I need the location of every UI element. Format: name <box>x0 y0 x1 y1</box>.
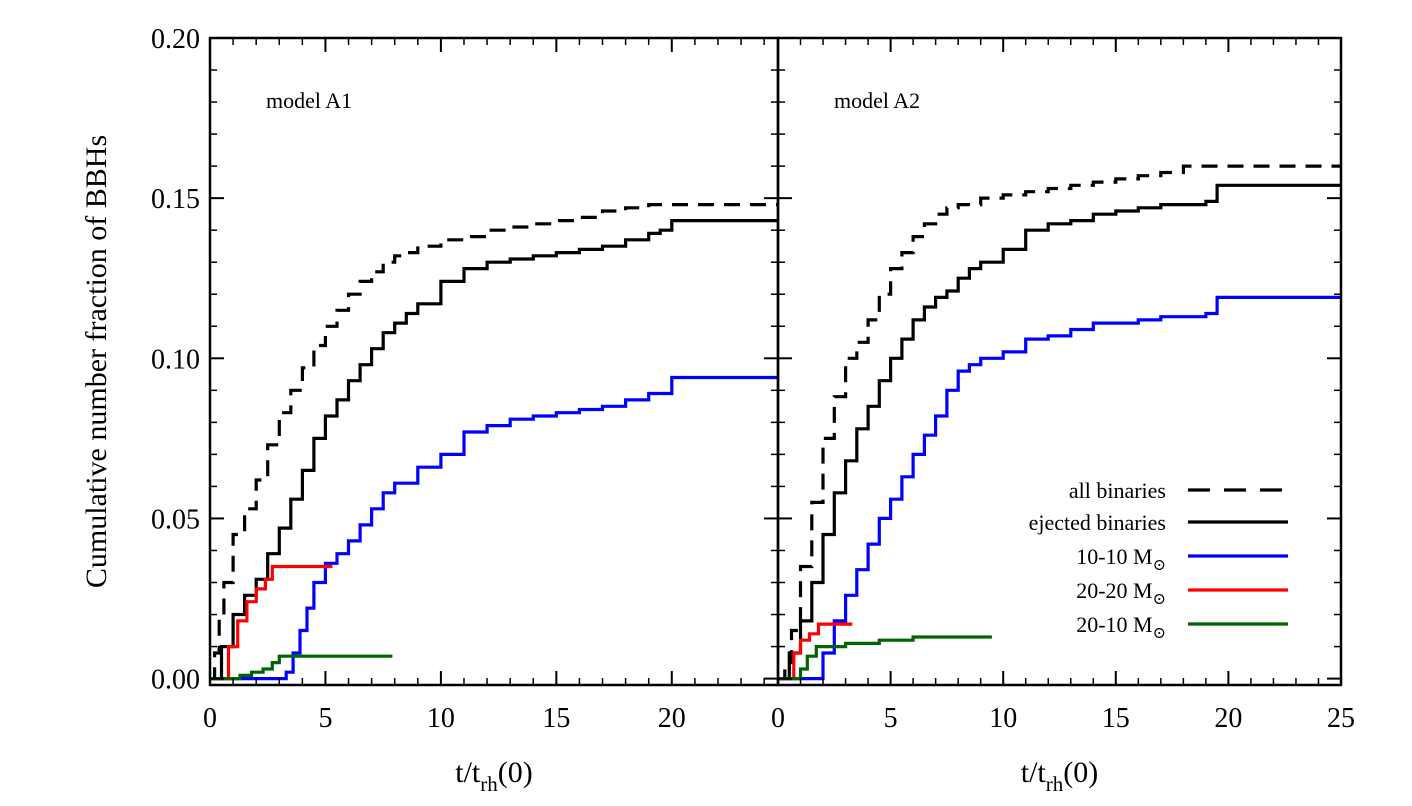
series-m1010-line <box>210 375 778 681</box>
y-tick-label: 0.00 <box>151 665 200 696</box>
y-axis-label: Cumulative number fraction of BBHs <box>80 135 113 588</box>
series-ejected-line <box>210 219 778 681</box>
legend-label-m2010: 20-10 M⊙ <box>1076 612 1166 642</box>
panel-1: 0 5 10 15 20 0.00 0.05 0.10 0.15 0.20 Cumulative n… <box>80 24 780 796</box>
legend-label-ejected: ejected binaries <box>1029 510 1166 535</box>
x-tick-label: 5 <box>318 703 332 734</box>
y-tick-label: 0.05 <box>151 504 200 535</box>
series-ejected-line <box>778 183 1341 681</box>
y-tick-label: 0.20 <box>151 24 200 55</box>
y-tick-label: 0.15 <box>151 184 200 215</box>
x-tick-label: 20 <box>658 703 686 734</box>
series-m1010-line <box>778 295 1341 681</box>
x-tick-label: 0 <box>771 703 785 734</box>
panel-label: model A1 <box>266 88 352 113</box>
x-tick-label: 10 <box>427 703 455 734</box>
x-tick-label: 15 <box>1102 703 1130 734</box>
legend-label-m2020: 20-20 M⊙ <box>1076 578 1166 608</box>
y-tick-label: 0.10 <box>151 344 200 375</box>
series-all-line <box>210 203 778 681</box>
x-tick-label: 25 <box>1327 703 1355 734</box>
x-axis-label: t/trh(0) <box>1021 756 1099 796</box>
x-tick-label: 20 <box>1214 703 1242 734</box>
legend-label-all: all binaries <box>1069 478 1166 503</box>
panel-frame <box>776 36 1343 687</box>
legend-label-m1010: 10-10 M⊙ <box>1076 544 1166 574</box>
x-tick-label: 10 <box>989 703 1017 734</box>
series-m2020-line <box>210 564 333 681</box>
legend: all binaries ejected binaries 10-10 M⊙ 20-2… <box>1029 478 1288 642</box>
panel-label: model A2 <box>834 88 920 113</box>
series-m2010-line <box>778 635 992 681</box>
x-axis-label: t/trh(0) <box>455 756 533 796</box>
plot-layer: 0 5 10 15 20 0.00 0.05 0.10 0.15 0.20 Cumulative n… <box>80 24 1355 796</box>
series-m2010-line <box>210 654 393 681</box>
x-tick-label: 0 <box>203 703 217 734</box>
x-tick-label: 5 <box>884 703 898 734</box>
panel-2: 0 5 10 15 20 25 t/trh(0) model A2 <box>771 36 1355 796</box>
x-tick-label: 15 <box>542 703 570 734</box>
series-all-line <box>778 164 1341 681</box>
panel-frame <box>208 36 780 687</box>
